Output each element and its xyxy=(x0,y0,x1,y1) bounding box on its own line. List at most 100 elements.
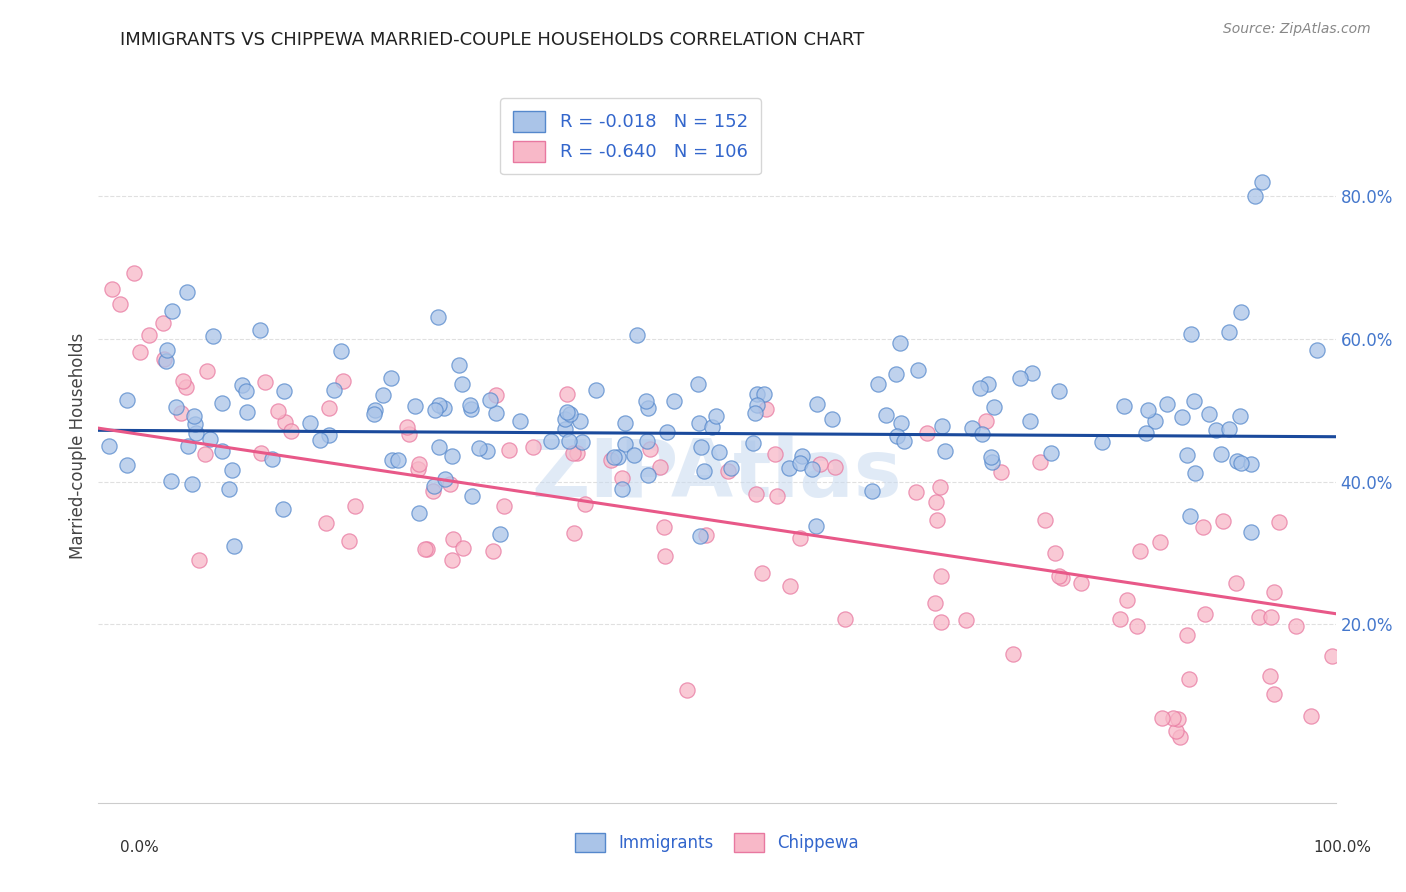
Point xyxy=(1226,453,1249,467)
Point xyxy=(980,450,1002,465)
Point xyxy=(569,414,592,428)
Point xyxy=(676,683,699,698)
Point xyxy=(482,544,505,558)
Point xyxy=(931,615,953,629)
Point xyxy=(1249,609,1271,624)
Point xyxy=(650,460,672,475)
Point xyxy=(1108,612,1130,626)
Point xyxy=(1240,457,1263,471)
Point xyxy=(387,452,409,467)
Point xyxy=(1191,520,1213,534)
Point xyxy=(426,310,449,325)
Point xyxy=(364,403,387,417)
Point xyxy=(688,416,710,430)
Point xyxy=(688,377,710,392)
Point xyxy=(931,419,953,434)
Point xyxy=(423,479,446,493)
Point xyxy=(555,386,578,401)
Point xyxy=(893,434,915,448)
Point xyxy=(1229,409,1251,423)
Point xyxy=(821,412,844,426)
Y-axis label: Married-couple Households: Married-couple Households xyxy=(69,333,87,559)
Point xyxy=(1164,723,1187,738)
Point xyxy=(779,579,801,593)
Point xyxy=(221,463,243,477)
Point xyxy=(155,354,177,368)
Point xyxy=(1029,455,1052,469)
Text: IMMIGRANTS VS CHIPPEWA MARRIED-COUPLE HOUSEHOLDS CORRELATION CHART: IMMIGRANTS VS CHIPPEWA MARRIED-COUPLE HO… xyxy=(120,31,863,49)
Point xyxy=(1143,415,1166,429)
Point xyxy=(416,542,439,557)
Point xyxy=(1218,325,1240,339)
Point xyxy=(153,352,176,367)
Point xyxy=(1209,447,1232,461)
Point xyxy=(702,419,724,434)
Point xyxy=(460,402,482,417)
Point xyxy=(194,447,217,461)
Point xyxy=(637,434,659,448)
Point xyxy=(1306,343,1329,357)
Point xyxy=(752,386,775,401)
Point xyxy=(1184,467,1206,481)
Point xyxy=(1198,407,1220,421)
Point xyxy=(960,421,983,435)
Point xyxy=(540,434,562,449)
Text: 0.0%: 0.0% xyxy=(120,840,159,855)
Point xyxy=(498,443,520,458)
Point xyxy=(778,461,800,475)
Point xyxy=(1070,576,1092,591)
Point xyxy=(1161,711,1184,725)
Point xyxy=(1205,424,1227,438)
Point xyxy=(404,399,426,413)
Point xyxy=(955,613,977,627)
Point xyxy=(181,476,204,491)
Point xyxy=(742,436,765,450)
Point xyxy=(990,465,1012,479)
Point xyxy=(318,428,340,442)
Point xyxy=(197,364,219,378)
Point xyxy=(152,316,174,330)
Point xyxy=(720,460,742,475)
Point xyxy=(929,568,952,582)
Point xyxy=(1137,403,1160,417)
Point xyxy=(789,456,811,470)
Point xyxy=(571,434,593,449)
Point xyxy=(1218,422,1240,436)
Point xyxy=(689,529,711,543)
Point xyxy=(886,429,908,443)
Point xyxy=(280,424,302,438)
Point xyxy=(468,441,491,455)
Point xyxy=(695,527,717,541)
Point xyxy=(1021,366,1043,380)
Point xyxy=(860,483,883,498)
Point xyxy=(1260,610,1282,624)
Point xyxy=(236,405,259,419)
Point xyxy=(1239,525,1261,540)
Point xyxy=(562,446,585,460)
Point xyxy=(108,297,131,311)
Point xyxy=(574,497,596,511)
Point xyxy=(804,519,827,533)
Point xyxy=(330,344,353,359)
Point xyxy=(1168,730,1191,744)
Point xyxy=(1175,628,1198,642)
Point xyxy=(160,475,183,489)
Point xyxy=(211,443,233,458)
Point xyxy=(177,439,200,453)
Point xyxy=(1263,687,1285,701)
Point xyxy=(692,464,714,478)
Point xyxy=(1040,446,1063,460)
Point xyxy=(115,458,138,472)
Point xyxy=(1002,647,1025,661)
Point xyxy=(363,407,385,421)
Point xyxy=(170,406,193,420)
Point xyxy=(406,462,429,476)
Point xyxy=(866,376,889,391)
Point xyxy=(1135,426,1157,441)
Point xyxy=(271,502,294,516)
Point xyxy=(165,400,187,414)
Point xyxy=(202,328,225,343)
Point xyxy=(925,513,948,527)
Point xyxy=(371,388,394,402)
Point xyxy=(1178,672,1201,686)
